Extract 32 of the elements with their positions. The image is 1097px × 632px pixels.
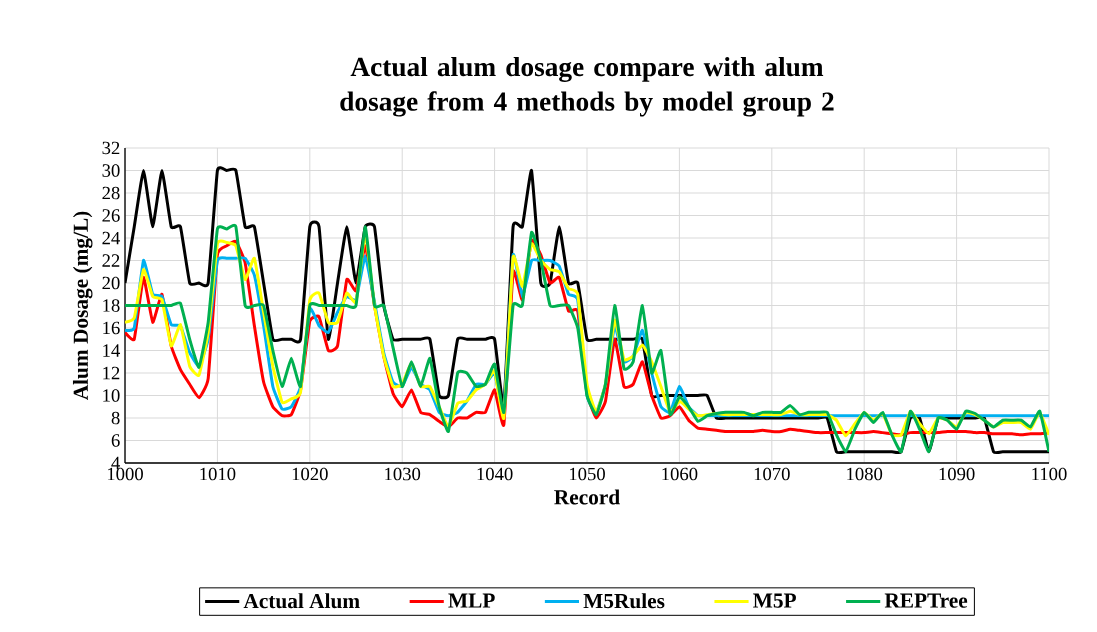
legend-label: M5P [753,593,796,608]
x-tick-label: 1020 [292,467,328,481]
x-tick-label: 1060 [662,467,698,481]
x-tick-label: 1070 [754,467,790,481]
legend-label: REPTree [884,593,968,608]
legend-label: Actual Alum [243,593,360,609]
x-tick-label: 1090 [939,467,975,481]
y-tick-label: 12 [103,366,120,380]
y-axis-title: Alum Dosage (mg/L) [72,211,93,401]
x-tick-label: 1030 [385,467,421,481]
y-tick-label: 8 [111,411,120,425]
y-tick-label: 14 [103,344,121,357]
x-tick-label: 1010 [200,467,236,481]
x-tick-label: 1080 [847,467,883,481]
y-tick-label: 10 [103,389,120,402]
y-tick-label: 32 [102,141,120,155]
y-tick-label: 20 [102,276,120,290]
y-tick-label: 24 [102,231,121,245]
chart-title: Actual alum dosage compare with alum dosage from 4 methods by model group 2 [340,56,834,117]
x-tick-label: 1100 [1032,467,1067,481]
x-tick-label: 1040 [477,467,513,481]
y-tick-label: 30 [102,164,120,177]
x-tick-label: 1050 [569,467,605,481]
y-tick-label: 16 [103,321,120,335]
y-tick-label: 22 [102,254,120,267]
y-tick-label: 18 [103,299,120,312]
y-tick-label: 6 [111,434,120,447]
y-tick-label: 26 [102,209,120,222]
x-axis-title: Record [554,489,620,505]
y-tick-label: 28 [102,186,120,200]
legend-label: MLP [448,593,495,608]
legend-label: M5Rules [583,593,665,609]
